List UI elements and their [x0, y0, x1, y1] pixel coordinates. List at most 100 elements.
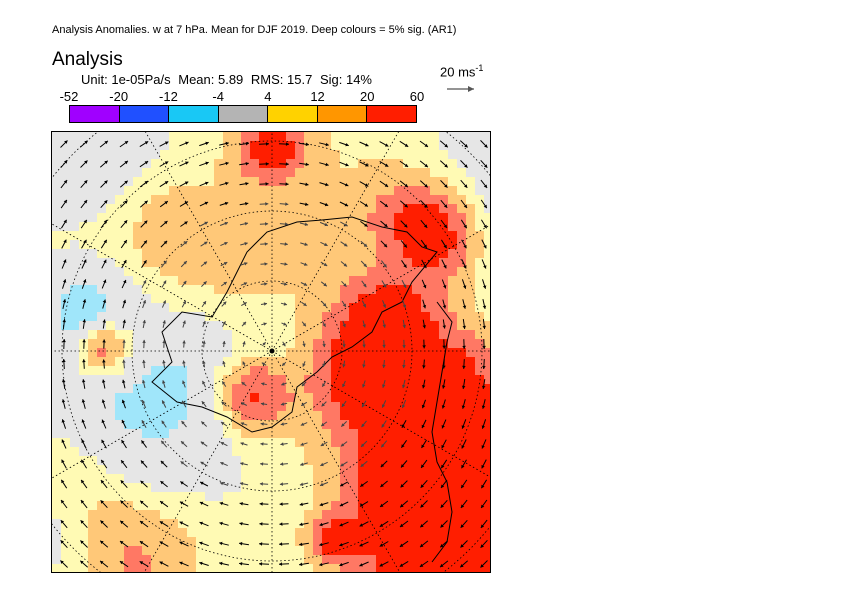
field-cell	[376, 402, 386, 412]
field-cell	[205, 276, 215, 286]
field-cell	[439, 330, 449, 340]
field-cell	[232, 195, 242, 205]
field-cell	[124, 330, 134, 340]
field-cell	[295, 447, 305, 457]
wind-vector	[161, 280, 167, 288]
wind-vector	[200, 421, 208, 427]
field-cell	[322, 537, 332, 547]
field-cell	[448, 528, 458, 538]
field-cell	[295, 222, 305, 232]
field-cell	[268, 213, 278, 223]
field-cell	[385, 186, 395, 196]
field-cell	[286, 312, 296, 322]
field-cell	[403, 411, 413, 421]
field-cell	[394, 267, 404, 277]
field-cell	[331, 393, 341, 403]
wind-vector	[122, 379, 126, 389]
field-cell	[358, 204, 368, 214]
wind-vector	[339, 201, 349, 207]
field-cell	[187, 474, 197, 484]
field-cell	[376, 474, 386, 484]
field-cell	[412, 348, 422, 358]
field-cell	[250, 141, 260, 151]
wind-vector	[139, 180, 149, 188]
field-cell	[142, 465, 152, 475]
field-cell	[124, 519, 134, 529]
wind-vector	[440, 520, 448, 528]
field-cell	[475, 240, 485, 250]
wind-vector	[281, 322, 287, 326]
colorbar-tick-label: 12	[310, 89, 325, 104]
field-cell	[295, 501, 305, 511]
field-cell	[61, 204, 71, 214]
field-cell	[484, 312, 490, 322]
field-cell	[169, 177, 179, 187]
field-cell	[115, 186, 125, 196]
field-cell	[52, 294, 62, 304]
field-cell	[142, 393, 152, 403]
wind-vector	[461, 419, 467, 429]
field-cell	[259, 222, 269, 232]
field-cell	[115, 375, 125, 385]
field-cell	[376, 366, 386, 376]
field-cell	[448, 294, 458, 304]
wind-vector	[342, 360, 346, 368]
field-cell	[214, 402, 224, 412]
wind-vector	[179, 201, 189, 207]
wind-vector	[442, 359, 446, 369]
field-cell	[385, 402, 395, 412]
meridian-line	[143, 350, 273, 572]
field-cell	[223, 375, 233, 385]
field-cell	[160, 447, 170, 457]
field-cell	[430, 546, 440, 556]
field-cell	[133, 267, 143, 277]
field-cell	[160, 339, 170, 349]
field-cell	[259, 321, 269, 331]
field-cell	[115, 339, 125, 349]
field-cell	[205, 186, 215, 196]
field-cell	[403, 159, 413, 169]
field-cell	[439, 501, 449, 511]
field-cell	[160, 204, 170, 214]
field-cell	[367, 564, 377, 572]
field-cell	[142, 321, 152, 331]
field-cell	[376, 510, 386, 520]
field-cell	[304, 537, 314, 547]
wind-vector	[61, 239, 67, 249]
field-cell	[412, 393, 422, 403]
wind-vector	[142, 379, 146, 389]
field-cell	[367, 285, 377, 295]
field-cell	[277, 330, 287, 340]
field-cell	[97, 492, 107, 502]
field-cell	[250, 159, 260, 169]
wind-vector	[259, 222, 269, 226]
field-cell	[169, 195, 179, 205]
field-cell	[106, 492, 116, 502]
wind-vector	[241, 381, 247, 387]
wind-vector	[280, 282, 288, 286]
field-cell	[412, 285, 422, 295]
field-cell	[115, 546, 125, 556]
field-cell	[151, 195, 161, 205]
field-cell	[142, 456, 152, 466]
field-cell	[403, 249, 413, 259]
field-cell	[448, 474, 458, 484]
field-cell	[466, 375, 476, 385]
field-cell	[439, 564, 449, 572]
field-cell	[61, 474, 71, 484]
field-cell	[394, 546, 404, 556]
field-cell	[313, 375, 323, 385]
field-cell	[430, 510, 440, 520]
wind-vector	[179, 541, 189, 547]
wind-vector	[460, 479, 468, 489]
field-cell	[214, 186, 224, 196]
field-cell	[115, 348, 125, 358]
field-cell	[448, 258, 458, 268]
field-cell	[214, 222, 224, 232]
field-cell	[160, 195, 170, 205]
field-cell	[79, 366, 89, 376]
field-cell	[259, 474, 269, 484]
field-cell	[286, 411, 296, 421]
wind-vector	[139, 140, 149, 148]
field-cell	[178, 267, 188, 277]
